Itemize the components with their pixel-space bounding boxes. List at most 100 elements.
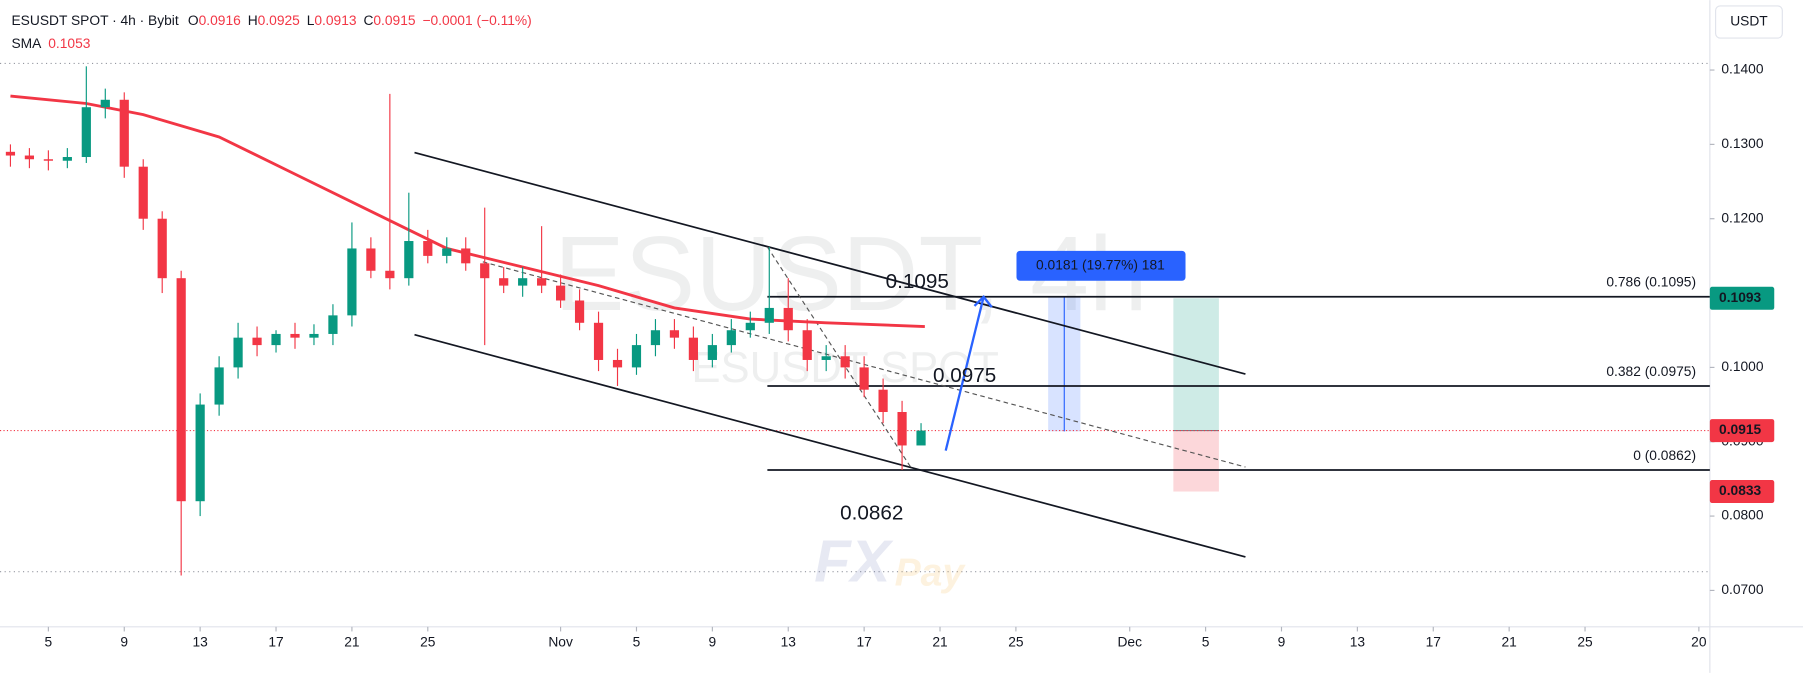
candle-body	[157, 218, 167, 279]
candle-body	[480, 263, 490, 279]
x-tick-label: 20	[1691, 635, 1707, 650]
trend-line	[766, 246, 913, 469]
candle-body	[252, 337, 262, 346]
fib-label: 0 (0.0862)	[1633, 448, 1696, 463]
candle-body	[100, 99, 110, 108]
candle-body	[119, 99, 129, 167]
candle-body	[802, 330, 812, 360]
x-tick-label: 9	[120, 635, 128, 650]
candle-body	[916, 430, 926, 446]
candle-body	[328, 315, 338, 334]
y-tick-label: 0.1300	[1721, 136, 1763, 151]
candle-body	[233, 337, 243, 368]
x-tick-label: 17	[268, 635, 283, 650]
candle-body	[366, 248, 376, 271]
price-tag	[1709, 480, 1775, 504]
candle-body	[574, 300, 585, 323]
x-tick-label: 21	[932, 635, 947, 650]
candle-body	[290, 333, 300, 338]
candle-body	[631, 345, 642, 368]
y-tick-label: 0.1400	[1721, 62, 1763, 77]
x-tick-label: 25	[1008, 635, 1024, 650]
x-tick-label: 17	[1426, 635, 1441, 650]
candle-body	[859, 367, 869, 390]
candle-body	[309, 333, 319, 338]
x-tick-label: Nov	[548, 635, 573, 650]
x-tick-label: 25	[1577, 635, 1593, 650]
candle-body	[5, 151, 16, 156]
candle-body	[707, 345, 717, 360]
candle-body	[385, 270, 395, 279]
fib-label: 0.786 (0.1095)	[1606, 275, 1696, 290]
legend-header: ESUSDT SPOT · 4h · Bybit O0.0916 H0.0925 L0…	[11, 13, 531, 28]
candle-body	[81, 107, 91, 158]
y-tick-label: 0.1200	[1721, 210, 1763, 225]
x-tick-label: Dec	[1117, 635, 1142, 650]
h-value: 0.0925	[258, 13, 300, 28]
candle-body	[555, 285, 566, 301]
x-tick-label: 25	[420, 635, 436, 650]
candle-body	[783, 307, 793, 331]
candle-body	[347, 248, 357, 316]
price-tag-label: 0.0915	[1719, 422, 1761, 437]
candle-body	[62, 157, 72, 161]
x-tick-label: 5	[633, 635, 641, 650]
h-label: H	[248, 13, 258, 28]
candle-body	[593, 322, 604, 360]
price-tag-label: 0.1093	[1719, 290, 1761, 305]
currency-label[interactable]: USDT	[1730, 14, 1768, 29]
candle-body	[271, 333, 281, 346]
c-label: C	[363, 13, 373, 28]
o-value: 0.0916	[199, 13, 241, 28]
y-tick-label: 0.0700	[1721, 582, 1763, 597]
x-tick-label: 5	[1202, 635, 1210, 650]
y-tick-label: 0.1000	[1721, 359, 1763, 374]
candle-body	[423, 241, 433, 256]
trend-line	[414, 151, 1246, 375]
candle-body	[821, 356, 831, 360]
sma-value: 0.1053	[48, 35, 90, 50]
price-tag-label: 0.0833	[1719, 483, 1761, 498]
change: −0.0001 (−0.11%)	[422, 13, 531, 28]
fib-label: 0.382 (0.0975)	[1606, 364, 1696, 379]
x-tick-label: 13	[781, 635, 797, 650]
trend-line	[944, 296, 985, 451]
candle-body	[688, 337, 698, 360]
candle-body	[518, 278, 528, 286]
annotation: 0.0975	[933, 364, 996, 387]
candle-body	[195, 404, 205, 502]
x-tick-label: 13	[192, 635, 208, 650]
l-value: 0.0913	[314, 13, 356, 28]
candle-body	[214, 367, 224, 405]
trend-line	[414, 333, 1246, 558]
sma-name: SMA	[11, 35, 42, 50]
candle-body	[176, 278, 186, 502]
o-label: O	[188, 13, 199, 28]
candle-body	[878, 389, 888, 413]
candle-body	[537, 278, 547, 286]
candle-body	[764, 307, 774, 323]
candle-body	[404, 241, 414, 279]
candle-body	[43, 159, 53, 161]
x-tick-label: 21	[1501, 635, 1516, 650]
x-tick-label: 9	[709, 635, 717, 650]
symbol: ESUSDT SPOT · 4h · Bybit	[11, 13, 178, 28]
c-value: 0.0915	[373, 13, 415, 28]
currency-button[interactable]	[1715, 5, 1783, 39]
candle-body	[499, 278, 509, 286]
measure-label: 0.0181 (19.77%) 181	[1036, 257, 1165, 272]
price-tag	[1709, 419, 1775, 443]
price-tag	[1709, 286, 1775, 310]
sma-legend: SMA 0.1053	[11, 35, 90, 50]
x-tick-label: 5	[45, 635, 53, 650]
candle-body	[669, 330, 680, 338]
candle-body	[24, 155, 35, 160]
x-tick-label: 13	[1350, 635, 1366, 650]
logo-first: FX	[814, 528, 894, 595]
candle-body	[138, 166, 148, 219]
candle-body	[897, 412, 907, 446]
candle-body	[840, 356, 850, 368]
x-tick-label: 21	[344, 635, 359, 650]
